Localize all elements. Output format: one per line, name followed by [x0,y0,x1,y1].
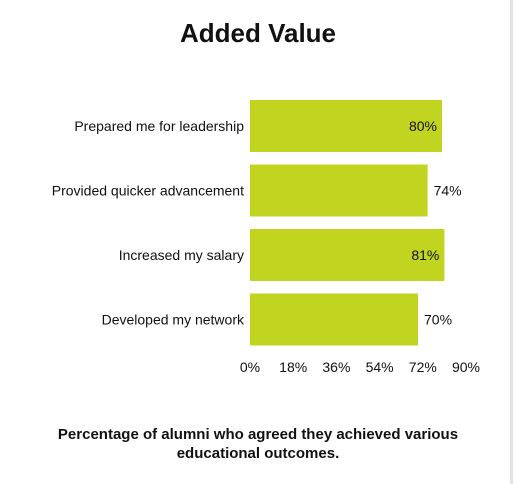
category-label: Developed my network [102,312,245,328]
bar [250,293,418,346]
x-tick-label: 72% [409,359,437,375]
caption-line-1: Percentage of alumni who agreed they ach… [57,426,459,443]
value-label: 74% [434,183,462,199]
x-tick-label: 18% [279,359,307,375]
x-tick-label: 0% [240,359,260,375]
category-label: Increased my salary [119,247,244,263]
category-label: Provided quicker advancement [52,183,244,199]
x-tick-label: 54% [366,359,394,375]
chart-caption: Percentage of alumni who agreed they ach… [0,425,516,463]
value-label: 81% [411,247,439,263]
bar [250,229,445,281]
category-label: Prepared me for leadership [74,118,244,134]
x-tick-label: 36% [322,359,350,375]
chart-title: Added Value [179,18,337,48]
value-label: 70% [424,312,452,328]
bar [250,164,428,217]
caption-line-2: educational outcomes. [176,445,340,462]
value-label: 80% [409,118,437,134]
x-tick-label: 90% [452,359,480,375]
bar [250,100,442,152]
bar-chart: Prepared me for leadership 80% Provided qu… [52,100,480,375]
